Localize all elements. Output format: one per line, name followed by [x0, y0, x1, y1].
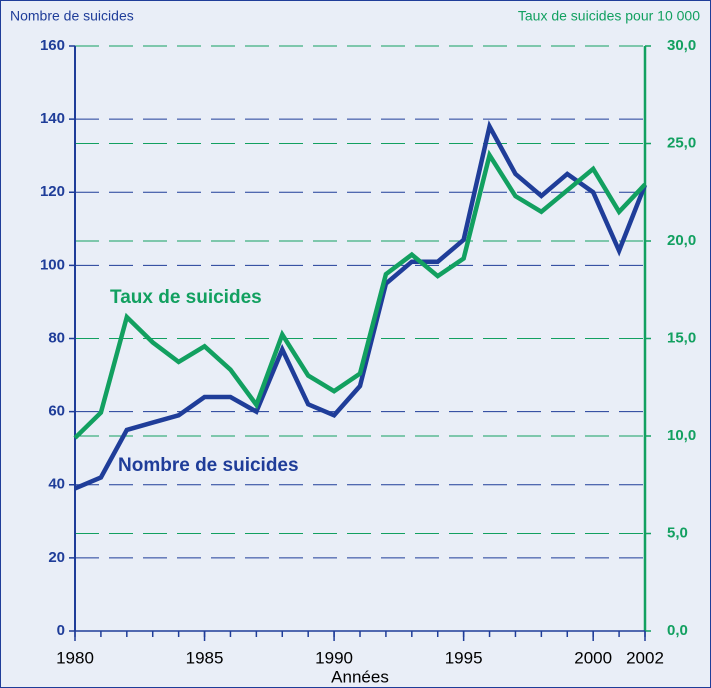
line-series [74, 120, 648, 491]
annotation: Nombre de suicides [118, 455, 299, 476]
y2-tick-label: 5,0 [667, 524, 688, 541]
y2-tick-label: 30,0 [667, 37, 696, 54]
line-series [73, 149, 647, 440]
y2-tick-label: 15,0 [667, 329, 696, 346]
x-tick-label: 1995 [445, 648, 483, 667]
x-tick-label: 1980 [56, 648, 94, 667]
y2-tick-label: 25,0 [667, 134, 696, 151]
x-tick-label: 2002 [626, 648, 664, 667]
y2-axis-label: Taux de suicides pour 10 000 [518, 8, 700, 24]
y2-tick-label: 10,0 [667, 427, 696, 444]
x-tick-label: 2000 [574, 648, 612, 667]
y-tick-label: 80 [48, 329, 65, 346]
y-tick-label: 120 [40, 183, 65, 200]
y-tick-label: 20 [48, 549, 65, 566]
y-tick-label: 60 [48, 403, 65, 420]
y2-tick-label: 0,0 [667, 622, 688, 639]
y-tick-label: 160 [40, 37, 65, 54]
y-tick-label: 0 [57, 622, 65, 639]
x-axis-label: Années [331, 667, 389, 686]
y-tick-label: 100 [40, 256, 65, 273]
y2-tick-label: 20,0 [667, 232, 696, 249]
y-tick-label: 40 [48, 476, 65, 493]
x-tick-label: 1985 [186, 648, 224, 667]
y-tick-label: 140 [40, 110, 65, 127]
y-axis-label: Nombre de suicides [10, 8, 134, 24]
x-tick-label: 1990 [315, 648, 353, 667]
annotation: Taux de suicides [110, 287, 262, 308]
